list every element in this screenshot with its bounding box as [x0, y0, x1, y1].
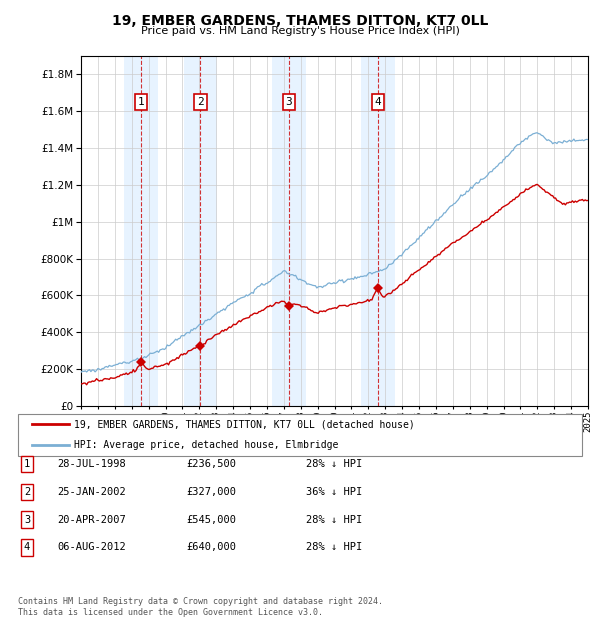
Text: 2: 2: [24, 487, 30, 497]
Bar: [361, 56, 395, 406]
Bar: [272, 56, 306, 406]
Text: 2: 2: [197, 97, 204, 107]
Text: 3: 3: [24, 515, 30, 525]
FancyBboxPatch shape: [18, 414, 582, 456]
Text: Price paid vs. HM Land Registry's House Price Index (HPI): Price paid vs. HM Land Registry's House …: [140, 26, 460, 36]
Text: 28-JUL-1998: 28-JUL-1998: [57, 459, 126, 469]
Text: 1: 1: [24, 459, 30, 469]
Text: 19, EMBER GARDENS, THAMES DITTON, KT7 0LL: 19, EMBER GARDENS, THAMES DITTON, KT7 0L…: [112, 14, 488, 28]
Text: 28% ↓ HPI: 28% ↓ HPI: [306, 542, 362, 552]
Text: 28% ↓ HPI: 28% ↓ HPI: [306, 515, 362, 525]
Bar: [184, 56, 217, 406]
Text: 1: 1: [138, 97, 145, 107]
Text: £327,000: £327,000: [186, 487, 236, 497]
Text: 4: 4: [375, 97, 382, 107]
Bar: [124, 56, 158, 406]
Text: 4: 4: [24, 542, 30, 552]
Text: 20-APR-2007: 20-APR-2007: [57, 515, 126, 525]
Text: Contains HM Land Registry data © Crown copyright and database right 2024.
This d: Contains HM Land Registry data © Crown c…: [18, 598, 383, 617]
Text: 36% ↓ HPI: 36% ↓ HPI: [306, 487, 362, 497]
Text: £640,000: £640,000: [186, 542, 236, 552]
Text: HPI: Average price, detached house, Elmbridge: HPI: Average price, detached house, Elmb…: [74, 440, 339, 450]
Text: 28% ↓ HPI: 28% ↓ HPI: [306, 459, 362, 469]
Text: 19, EMBER GARDENS, THAMES DITTON, KT7 0LL (detached house): 19, EMBER GARDENS, THAMES DITTON, KT7 0L…: [74, 419, 415, 429]
Text: 06-AUG-2012: 06-AUG-2012: [57, 542, 126, 552]
Text: £236,500: £236,500: [186, 459, 236, 469]
Text: 25-JAN-2002: 25-JAN-2002: [57, 487, 126, 497]
Text: £545,000: £545,000: [186, 515, 236, 525]
Text: 3: 3: [286, 97, 292, 107]
